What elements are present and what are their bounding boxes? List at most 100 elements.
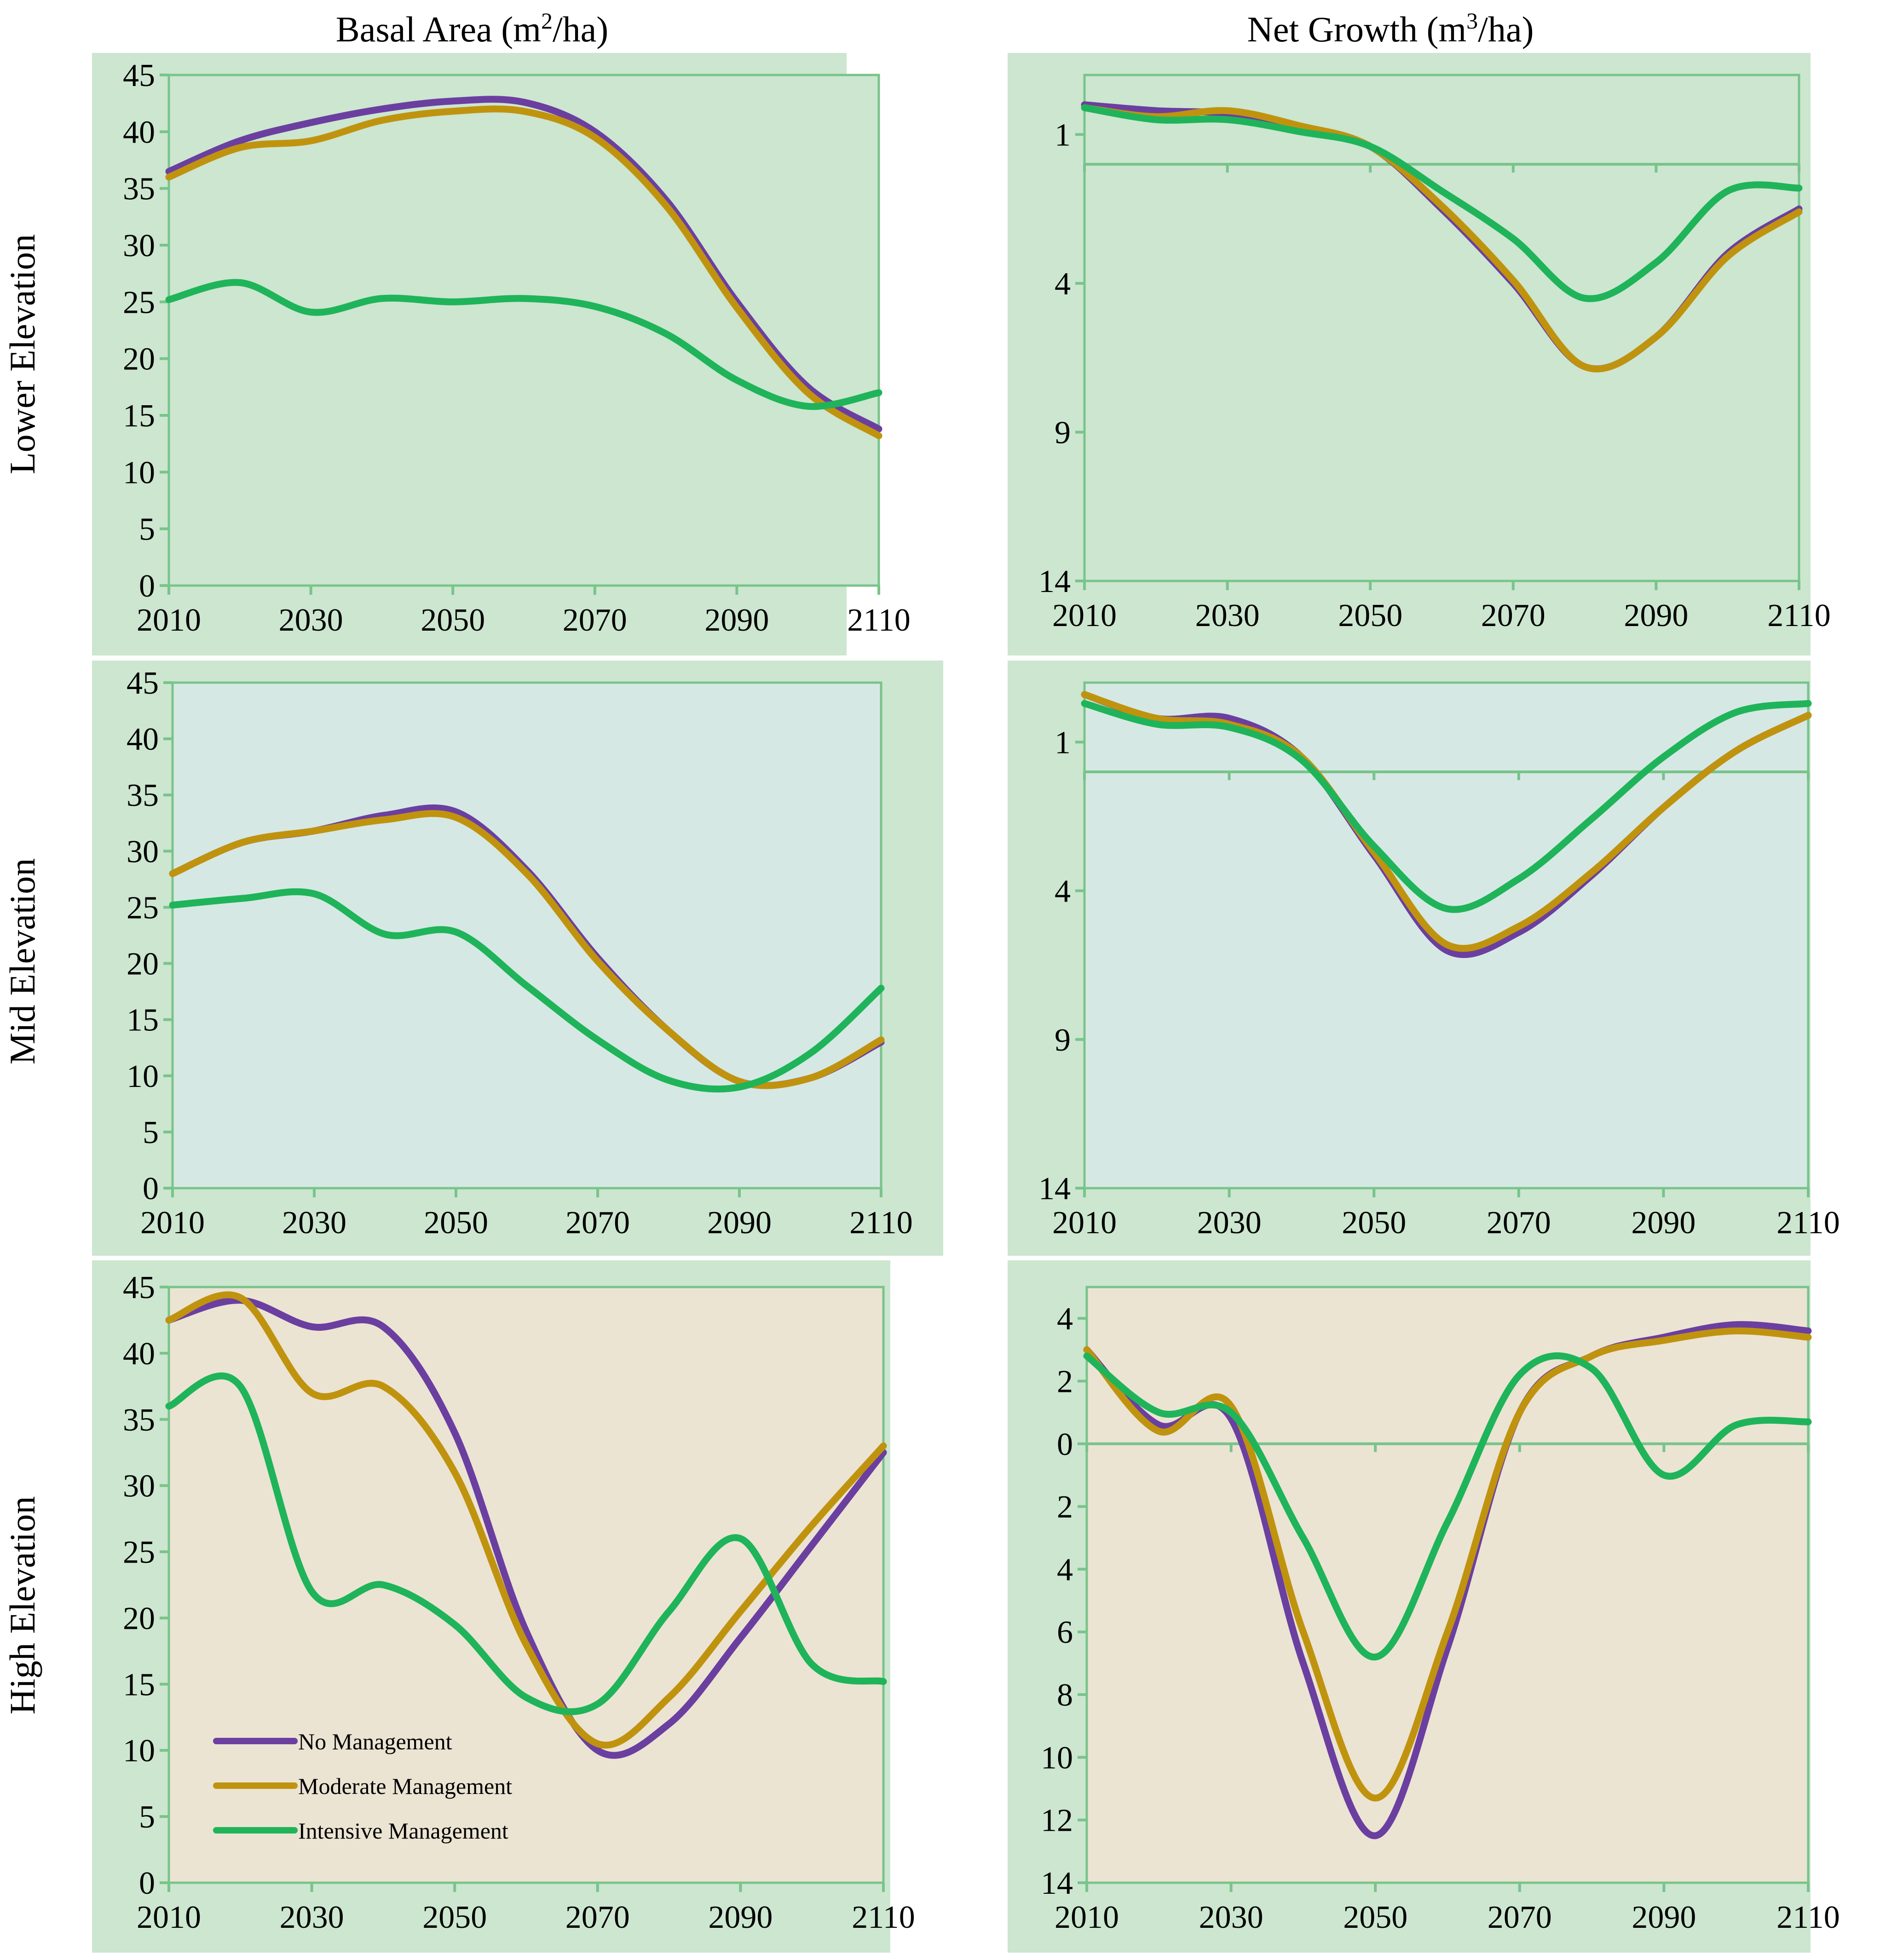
y-tick-label: 4 [1055, 874, 1071, 909]
series-line-intensive-management [1081, 104, 1803, 302]
plot-area [167, 1286, 885, 1884]
y-tick-label: 0 [139, 1866, 155, 1901]
series-line-intensive-management [1083, 1352, 1812, 1661]
y-tick-label: 20 [127, 947, 159, 982]
column-title-net-growth: Net Growth (m3/ha) [1247, 8, 1534, 49]
x-tick-label: 2050 [1338, 598, 1402, 633]
y-tick-label: 20 [123, 1601, 155, 1636]
plot-area [171, 681, 882, 1190]
y-tick-label: 45 [123, 1270, 155, 1305]
y-tick-label: 20 [123, 342, 155, 377]
y-tick-label: 2 [1057, 1489, 1073, 1525]
legend-item-no-management: No Management [213, 1729, 452, 1754]
y-tick-label: 40 [123, 115, 155, 150]
x-tick-label: 2070 [563, 603, 627, 638]
y-tick-label: 0 [139, 569, 155, 604]
plot-area [167, 74, 880, 587]
x-tick-label: 2090 [1624, 598, 1688, 633]
y-tick-label: 4 [1057, 1301, 1073, 1337]
x-tick-label: 2070 [1487, 1205, 1551, 1241]
y-tick-label: 10 [123, 455, 155, 490]
x-tick-label: 2050 [1342, 1205, 1406, 1241]
chart-mid-elevation-basal-area: 2010 2030 2050 2070 2090 2110 0 5 10 15 20 25 30 35 40… [92, 661, 943, 1256]
series-line-intensive-management [165, 279, 882, 410]
y-tick-label: 25 [123, 1535, 155, 1570]
y-tick-label: 6 [1057, 1615, 1073, 1650]
x-tick-label: 2050 [1343, 1900, 1407, 1935]
series-line-moderate-management [165, 105, 882, 439]
x-tick-label: 2090 [708, 1900, 773, 1935]
x-tick-label: 2110 [847, 603, 910, 638]
plot-area [1083, 74, 1800, 582]
legend-label-intensive-management: Intensive Management [298, 1818, 508, 1844]
x-tick-label: 2030 [1195, 598, 1260, 633]
row-title-lower-elevation: Lower Elevation [2, 234, 42, 474]
x-tick-label: 2090 [1631, 1205, 1695, 1241]
series-line-moderate-management [1081, 104, 1803, 373]
x-tick-label: 2050 [422, 1900, 487, 1935]
y-tick-label: 10 [127, 1059, 159, 1094]
y-tick-label: 35 [123, 172, 155, 207]
plot-area [1083, 681, 1810, 1190]
x-tick-label: 2050 [421, 603, 485, 638]
series-line-intensive-management [165, 1372, 887, 1715]
x-tick-label: 2030 [1197, 1205, 1262, 1241]
chart-high-elevation-basal-area: 2010 2030 2050 2070 2090 2110 0 5 10 15 20 25 30 35 40… [92, 1260, 915, 1953]
y-tick-label: 15 [123, 1667, 155, 1702]
x-tick-label: 2010 [1052, 598, 1117, 633]
y-tick-label: 30 [123, 228, 155, 264]
x-tick-label: 2070 [1488, 1900, 1552, 1935]
x-tick-label: 2070 [565, 1900, 630, 1935]
x-tick-label: 2030 [279, 603, 343, 638]
x-tick-label: 2050 [424, 1205, 488, 1241]
chart-lower-elevation-basal-area: 2010 2030 2050 2070 2090 2110 0 5 10 15 20 25 30 35 40… [92, 53, 911, 655]
x-tick-label: 2110 [852, 1900, 915, 1935]
y-tick-label: 30 [123, 1469, 155, 1504]
y-tick-label: 0 [143, 1171, 159, 1207]
y-tick-label: 12 [1041, 1803, 1073, 1839]
plot-area [1085, 1286, 1810, 1884]
y-tick-label: 0 [1057, 1427, 1073, 1462]
series-line-intensive-management [1081, 700, 1812, 913]
y-tick-label: 14 [1038, 564, 1071, 599]
y-tick-label: 15 [123, 398, 155, 434]
y-tick-label: 25 [127, 890, 159, 925]
x-tick-label: 2010 [1055, 1900, 1119, 1935]
y-tick-label: 9 [1055, 415, 1071, 450]
chart-high-elevation-net-growth: 2010 2030 2050 2070 2090 2110 4 2 0 2 4 6 8 10 12 14 [1008, 1260, 1840, 1953]
y-tick-label: 25 [123, 285, 155, 320]
x-tick-label: 2070 [1481, 598, 1546, 633]
y-tick-label: 10 [1041, 1740, 1073, 1776]
column-title-basal-area: Basal Area (m2/ha) [336, 8, 608, 49]
legend-item-moderate-management: Moderate Management [213, 1773, 512, 1799]
y-tick-label: 1 [1055, 725, 1071, 760]
y-tick-label: 10 [123, 1733, 155, 1769]
x-tick-label: 2030 [282, 1205, 346, 1241]
x-tick-label: 2110 [1767, 598, 1830, 633]
legend: No Management Moderate Management Intens… [213, 1729, 512, 1844]
y-tick-label: 45 [127, 666, 159, 701]
x-tick-label: 2110 [1776, 1205, 1840, 1241]
series-line-intensive-management [169, 888, 885, 1093]
y-tick-label: 14 [1041, 1866, 1073, 1901]
x-tick-label: 2010 [1052, 1205, 1117, 1241]
y-tick-label: 1 [1055, 117, 1071, 153]
y-tick-label: 15 [127, 1003, 159, 1038]
x-tick-label: 2010 [137, 603, 201, 638]
y-tick-label: 4 [1055, 266, 1071, 302]
x-tick-label: 2070 [565, 1205, 630, 1241]
x-tick-label: 2110 [849, 1205, 912, 1241]
y-tick-label: 40 [123, 1336, 155, 1372]
x-tick-label: 2090 [1632, 1900, 1696, 1935]
legend-label-no-management: No Management [298, 1729, 452, 1754]
series-line-moderate-management [1083, 1327, 1812, 1802]
series-line-moderate-management [165, 1291, 887, 1749]
x-tick-label: 2090 [704, 603, 769, 638]
legend-label-moderate-management: Moderate Management [298, 1773, 512, 1799]
y-tick-label: 35 [123, 1402, 155, 1438]
x-tick-label: 2010 [137, 1900, 201, 1935]
x-tick-label: 2030 [280, 1900, 344, 1935]
